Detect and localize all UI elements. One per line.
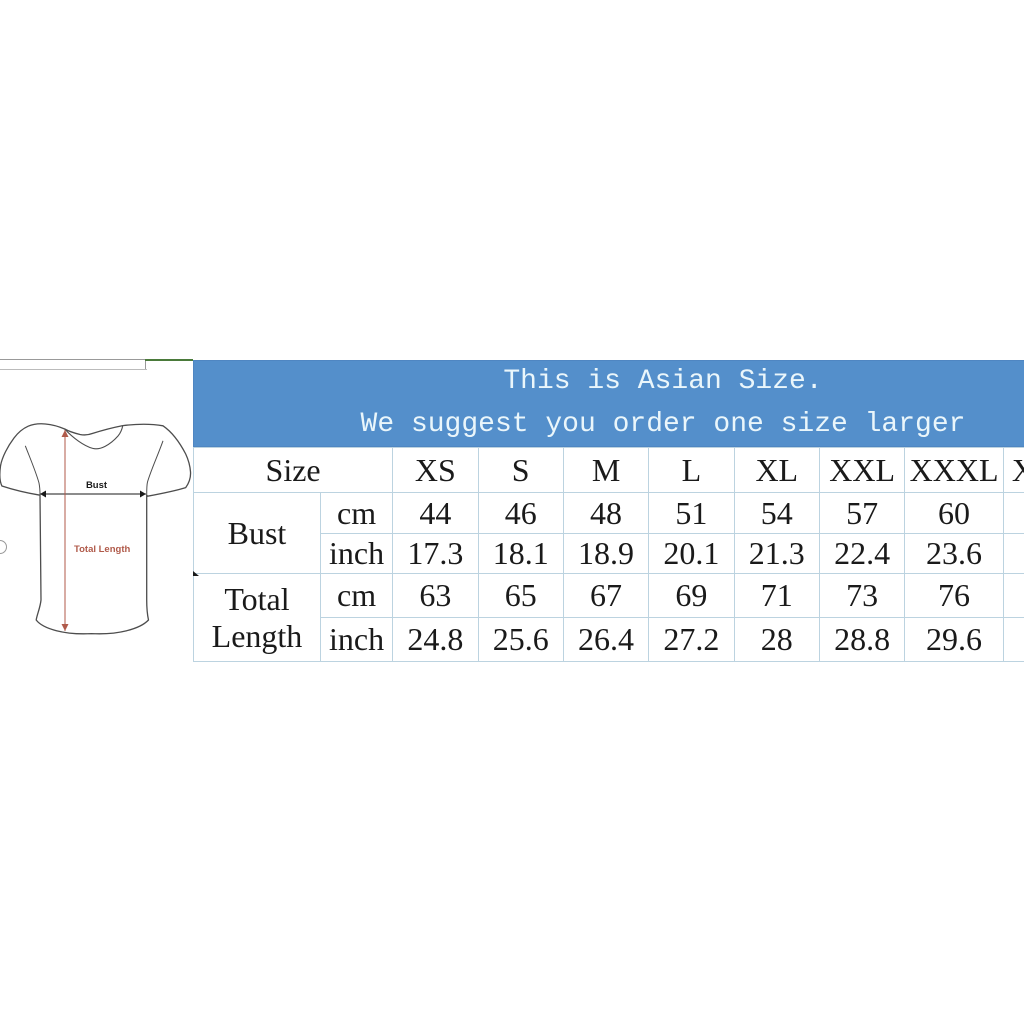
svg-text:Bust: Bust [86, 480, 108, 491]
svg-text:Total Length: Total Length [74, 544, 130, 555]
